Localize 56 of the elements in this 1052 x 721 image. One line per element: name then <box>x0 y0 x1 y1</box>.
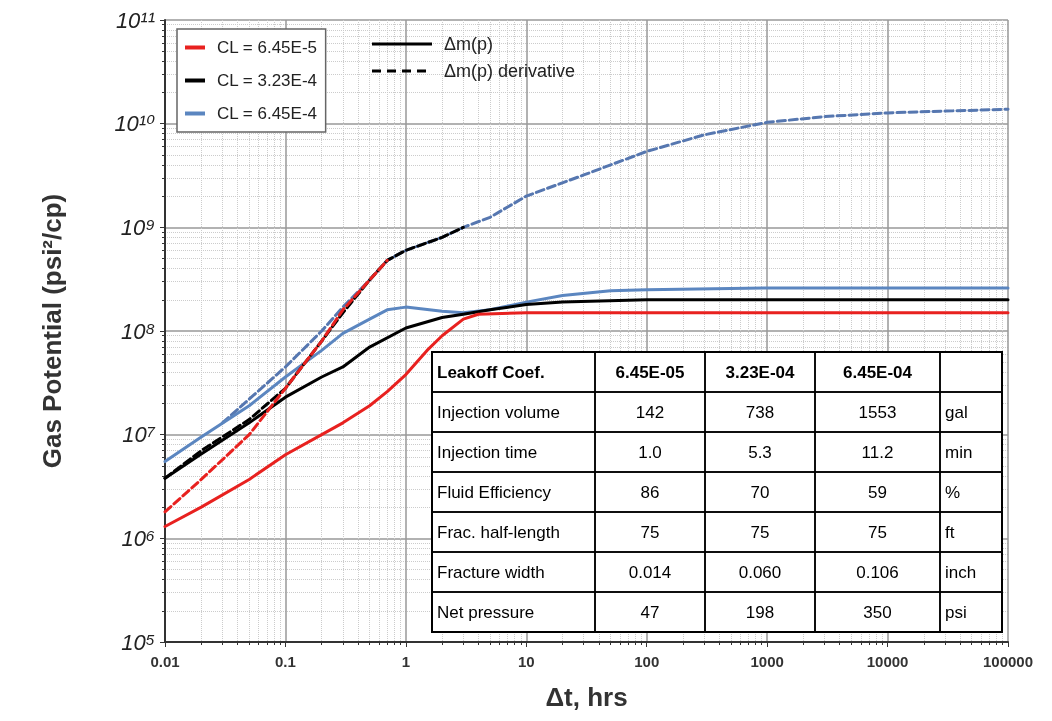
x-tick-label: 0.1 <box>275 653 296 670</box>
y-axis-title: Gas Potential (psi²/cp) <box>37 193 67 469</box>
y-tick-label: 10⁷ <box>122 422 156 448</box>
annotation: 0.014 <box>628 562 672 582</box>
annotation: 0.060 <box>738 562 782 582</box>
annotation: 75 <box>640 522 660 542</box>
annotation: 70 <box>750 482 770 502</box>
annotation: 5.3 <box>748 442 772 462</box>
y-tick-label: 10¹¹ <box>115 7 155 33</box>
annotation: Injection time <box>437 442 538 462</box>
annotation: 86 <box>640 482 660 502</box>
annotation: 6.45E-05 <box>615 362 685 382</box>
annotation: Δm(p) <box>444 34 494 54</box>
y-tick-label: 10¹⁰ <box>114 111 156 137</box>
annotation: Leakoff Coef. <box>437 362 545 382</box>
annotation: psi <box>945 602 967 622</box>
annotation: ft <box>945 522 955 542</box>
annotation: inch <box>945 562 977 582</box>
x-tick-label: 1000 <box>750 653 784 670</box>
annotation: 350 <box>863 602 892 622</box>
y-tick-label: 10⁹ <box>120 214 155 240</box>
annotation: Net pressure <box>437 602 535 622</box>
x-tick-label: 100000 <box>982 653 1034 670</box>
x-tick-label: 10000 <box>866 653 909 670</box>
annotation: % <box>945 482 961 502</box>
x-tick-label: 100 <box>634 653 660 670</box>
x-tick-label: 1 <box>401 653 411 670</box>
annotation: Fluid Efficiency <box>437 482 552 502</box>
x-tick-label: 10 <box>517 653 535 670</box>
x-axis-title: Δt, hrs <box>545 682 628 712</box>
annotation: 6.45E-04 <box>843 362 913 382</box>
annotation: 3.23E-04 <box>725 362 796 382</box>
annotation: 142 <box>635 402 665 422</box>
annotation: 47 <box>640 602 660 622</box>
annotation: Δm(p) derivative <box>444 61 576 81</box>
y-tick-label: 10⁶ <box>121 525 155 551</box>
annotation: Frac. half-length <box>437 522 560 542</box>
annotation: 75 <box>750 522 770 542</box>
legend-label: CL = 3.23E-4 <box>217 71 318 90</box>
y-tick-label: 10⁸ <box>121 318 155 344</box>
annotation: 75 <box>868 522 887 542</box>
annotation: 738 <box>745 402 775 422</box>
annotation: 11.2 <box>861 442 894 462</box>
x-tick-label: 0.01 <box>150 653 180 670</box>
annotation: 198 <box>745 602 775 622</box>
annotation: 59 <box>868 482 887 502</box>
legend-label: CL = 6.45E-4 <box>217 104 318 123</box>
annotation: 1553 <box>858 402 897 422</box>
annotation: 1.0 <box>638 442 662 462</box>
legend-label: CL = 6.45E-5 <box>217 38 318 57</box>
annotation: gal <box>945 402 968 422</box>
annotation: 0.106 <box>856 562 899 582</box>
annotation: Injection volume <box>437 402 560 422</box>
annotation: Fracture width <box>437 562 545 582</box>
y-tick-label: 10⁵ <box>121 629 155 655</box>
annotation: min <box>945 442 973 462</box>
